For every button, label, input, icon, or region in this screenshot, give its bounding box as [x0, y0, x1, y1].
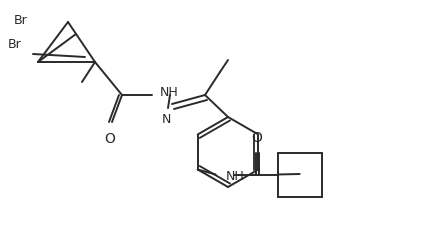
Text: Br: Br — [8, 38, 22, 51]
Text: NH: NH — [226, 170, 245, 183]
Text: O: O — [251, 130, 262, 144]
Text: O: O — [105, 132, 115, 146]
Text: N: N — [161, 113, 171, 126]
Text: Br: Br — [14, 14, 28, 27]
Text: NH: NH — [160, 86, 179, 99]
